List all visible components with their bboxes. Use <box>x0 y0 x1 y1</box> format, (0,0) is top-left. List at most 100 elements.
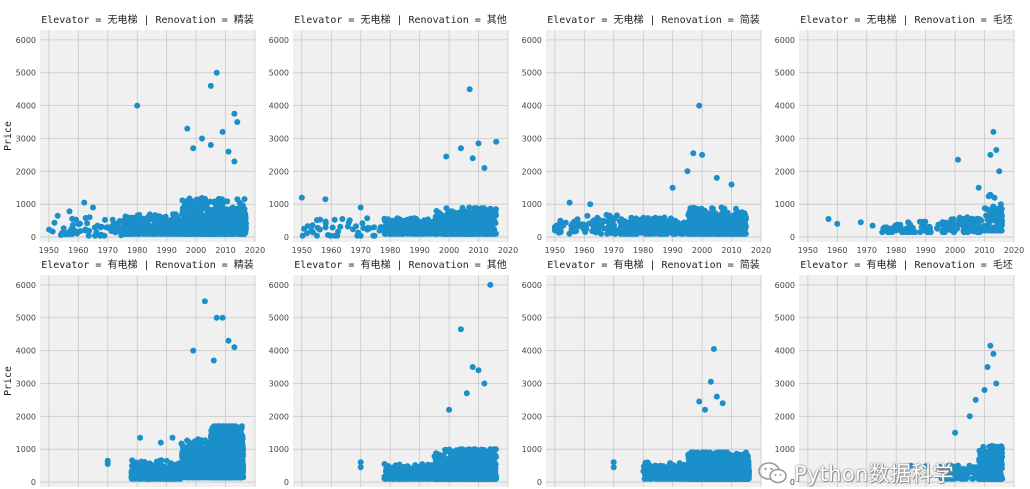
y-tick-label: 3000 <box>269 134 289 143</box>
data-point <box>994 223 1001 229</box>
data-point <box>230 227 237 234</box>
data-point <box>60 225 67 232</box>
data-point <box>907 223 914 230</box>
data-point <box>640 228 646 235</box>
x-tick-label: 1980 <box>380 246 400 255</box>
data-point <box>195 196 202 203</box>
x-tick-label: 2000 <box>186 246 206 255</box>
data-point <box>473 230 480 237</box>
data-point <box>492 206 499 213</box>
data-point <box>978 217 985 224</box>
scatter-points <box>46 69 249 239</box>
data-point <box>116 218 123 224</box>
data-point <box>917 229 924 236</box>
data-point <box>304 223 311 230</box>
x-tick-label: 1960 <box>321 246 341 255</box>
data-point <box>229 204 236 211</box>
x-tick-label: 1980 <box>127 246 147 255</box>
x-tick-label: 1960 <box>68 246 88 255</box>
y-tick-label: 6000 <box>775 36 795 45</box>
x-tick-label: 2020 <box>1004 246 1024 255</box>
data-point <box>168 460 174 467</box>
data-point <box>987 191 994 198</box>
data-point <box>239 214 246 221</box>
data-point <box>158 457 165 464</box>
data-point <box>197 443 204 450</box>
data-point <box>678 225 685 231</box>
y-tick-label: 1000 <box>16 200 36 209</box>
data-point <box>996 168 1003 175</box>
data-point <box>331 216 338 223</box>
x-tick-label: 1970 <box>857 246 877 255</box>
data-point <box>467 230 474 237</box>
data-point <box>234 119 241 125</box>
data-point <box>551 227 558 234</box>
data-point <box>201 203 207 210</box>
data-point <box>471 217 478 224</box>
data-point <box>739 222 746 229</box>
data-point <box>465 216 471 223</box>
data-point <box>628 214 635 221</box>
data-point <box>191 227 198 234</box>
data-point <box>879 229 886 236</box>
data-point <box>475 222 482 229</box>
data-point <box>209 218 216 225</box>
data-point <box>649 215 656 222</box>
data-point <box>186 443 193 450</box>
data-point <box>73 216 79 223</box>
x-tick-label: 2000 <box>692 246 712 255</box>
data-point <box>98 231 105 238</box>
panel-title: Elevator = 有电梯 | Renovation = 精装 <box>41 258 254 271</box>
data-point <box>82 227 89 234</box>
scatter-points <box>104 298 247 482</box>
data-point <box>443 205 450 212</box>
data-point <box>713 214 719 221</box>
x-tick-label: 1980 <box>886 246 906 255</box>
data-point <box>180 447 187 454</box>
y-tick-label: 0 <box>31 478 36 487</box>
data-point <box>172 224 179 231</box>
data-point <box>120 230 127 237</box>
y-tick-label: 5000 <box>16 314 36 323</box>
data-point <box>222 224 229 231</box>
data-point <box>191 473 198 480</box>
data-point <box>242 220 249 227</box>
data-point <box>393 221 400 228</box>
x-tick-label: 2010 <box>974 246 994 255</box>
data-point <box>381 215 388 222</box>
x-tick-label: 2020 <box>751 246 771 255</box>
data-point <box>981 205 988 212</box>
data-point <box>699 230 706 237</box>
y-tick-label: 0 <box>537 233 542 242</box>
data-point <box>136 211 143 218</box>
data-point <box>606 212 613 219</box>
data-point <box>98 223 105 230</box>
data-point <box>973 224 979 231</box>
data-point <box>159 470 166 477</box>
data-point <box>716 222 723 229</box>
data-point <box>580 221 587 228</box>
data-point <box>357 204 364 211</box>
data-point <box>897 221 904 228</box>
y-axis-label: Price <box>3 366 14 396</box>
data-point <box>635 223 642 230</box>
data-point <box>991 194 998 201</box>
data-point <box>975 184 982 191</box>
data-point <box>231 110 238 117</box>
data-point <box>399 226 406 233</box>
y-tick-label: 2000 <box>269 167 289 176</box>
y-tick-label: 1000 <box>522 200 542 209</box>
data-point <box>197 460 204 467</box>
y-tick-label: 0 <box>31 233 36 242</box>
data-point <box>143 230 150 237</box>
data-point <box>983 212 990 219</box>
data-point <box>188 449 195 456</box>
data-point <box>684 230 691 237</box>
x-tick-label: 1990 <box>915 246 935 255</box>
x-tick-label: 2020 <box>498 246 518 255</box>
data-point <box>185 203 192 209</box>
data-point <box>386 218 393 225</box>
scatter-points <box>298 86 500 239</box>
panel-title: Elevator = 无电梯 | Renovation = 精装 <box>41 13 254 26</box>
